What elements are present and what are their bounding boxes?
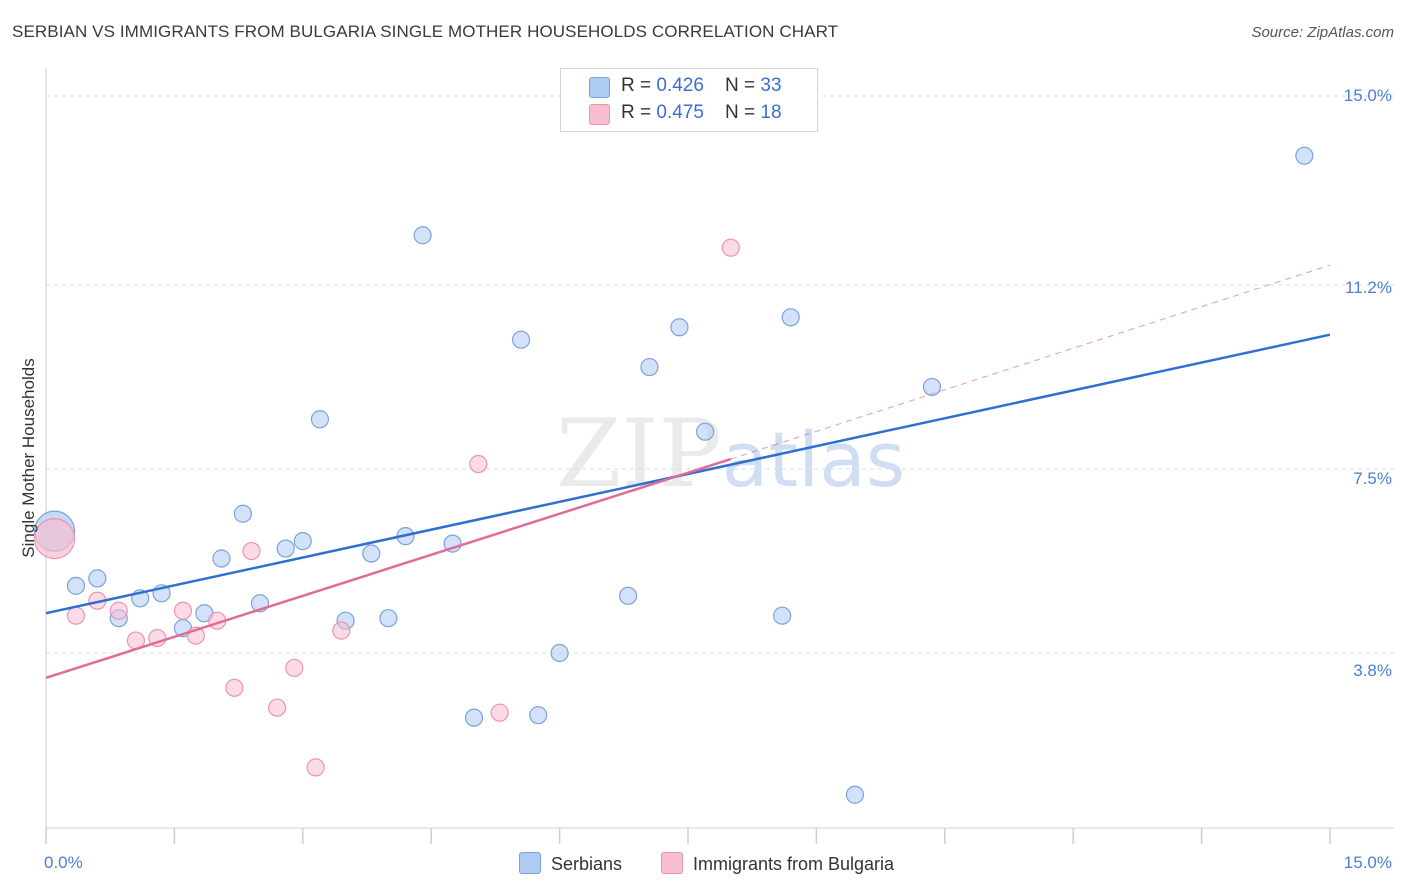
serbians-point-29: [781, 308, 800, 327]
bulgaria-point-6: [173, 601, 193, 620]
y-tick-label-11-2: 11.2%: [1345, 278, 1392, 297]
serbians-point-31: [922, 377, 942, 397]
bulgaria-point-1: [66, 606, 86, 625]
serbians-point-24: [618, 586, 638, 605]
bottom-legend-label-serbians: Serbians: [551, 854, 623, 874]
legend-swatch-bulgaria: [589, 104, 610, 125]
serbians-point-28: [773, 606, 792, 625]
watermark-zip: ZIP: [556, 400, 722, 509]
legend-n-value: 18: [760, 102, 782, 123]
bulgaria-point-15: [469, 454, 488, 474]
serbians-point-23: [550, 643, 569, 663]
x-tick-label-15: 15.0%: [1343, 853, 1392, 872]
legend-r-value: 0.426: [656, 75, 704, 96]
bulgaria-point-12: [285, 658, 304, 678]
legend-text-bulgaria: R = 0.475 N = 18: [621, 102, 787, 124]
bulgaria-point-13: [306, 758, 325, 777]
bulgaria-trend-extension: [730, 264, 1331, 460]
bulgaria-trend-line: [45, 457, 732, 680]
serbians-point-25: [640, 357, 659, 377]
serbians-point-15: [362, 544, 381, 563]
legend-text-serbians: R = 0.426 N = 33: [621, 75, 782, 97]
serbians-point-20: [464, 708, 484, 727]
chart-title: SERBIAN VS IMMIGRANTS FROM BULGARIA SING…: [12, 22, 839, 41]
serbians-point-13: [310, 410, 330, 429]
y-tick-label-7-5: 7.5%: [1353, 469, 1392, 488]
serbians-point-30: [845, 785, 865, 804]
legend-r-label: R =: [621, 102, 657, 123]
legend-swatch-serbians: [589, 77, 610, 98]
serbians-point-12: [293, 532, 312, 551]
bulgaria-point-5: [148, 628, 167, 648]
legend-n-label: N =: [725, 75, 761, 96]
legend-n-label: N =: [725, 102, 761, 123]
legend-r-value: 0.475: [656, 102, 704, 123]
bulgaria-point-0: [33, 518, 76, 560]
y-axis-label: Single Mother Households: [19, 358, 38, 558]
legend: R = 0.426 N = 33 R = 0.475 N = 18: [560, 68, 818, 132]
serbians-point-27: [696, 422, 715, 441]
bottom-legend-swatch-serbians: [519, 852, 541, 874]
chart-source: Source: ZipAtlas.com: [1251, 24, 1394, 41]
serbians-point-2: [88, 569, 107, 588]
bulgaria-point-10: [242, 541, 261, 561]
bulgaria-point-14: [332, 621, 351, 640]
legend-r-label: R =: [621, 75, 657, 96]
bulgaria-point-16: [490, 703, 509, 722]
serbians-point-11: [276, 539, 295, 558]
bulgaria-point-9: [225, 678, 244, 697]
bottom-legend-swatch-bulgaria: [661, 852, 683, 874]
serbians-point-22: [529, 706, 548, 725]
serbians-point-26: [670, 318, 689, 337]
watermark: ZIPatlas: [556, 400, 905, 509]
serbians-point-9: [233, 504, 252, 523]
serbians-point-8: [212, 549, 231, 568]
bulgaria-point-17: [721, 238, 740, 257]
bulgaria-point-11: [268, 698, 287, 717]
serbians-point-32: [1295, 146, 1314, 165]
bottom-legend-serbians: Serbians: [519, 852, 622, 875]
serbians-point-16: [379, 609, 398, 628]
legend-n-value: 33: [760, 75, 782, 96]
bottom-legend-label-bulgaria: Immigrants from Bulgaria: [693, 854, 895, 874]
serbians-point-1: [66, 576, 86, 595]
y-tick-label-15: 15.0%: [1343, 86, 1392, 105]
bottom-legend-bulgaria: Immigrants from Bulgaria: [661, 852, 894, 875]
bulgaria-point-3: [109, 601, 128, 620]
serbians-point-18: [413, 226, 432, 245]
x-tick-label-0: 0.0%: [44, 853, 83, 872]
y-tick-label-3-8: 3.8%: [1353, 661, 1392, 680]
serbians-point-21: [511, 330, 531, 349]
